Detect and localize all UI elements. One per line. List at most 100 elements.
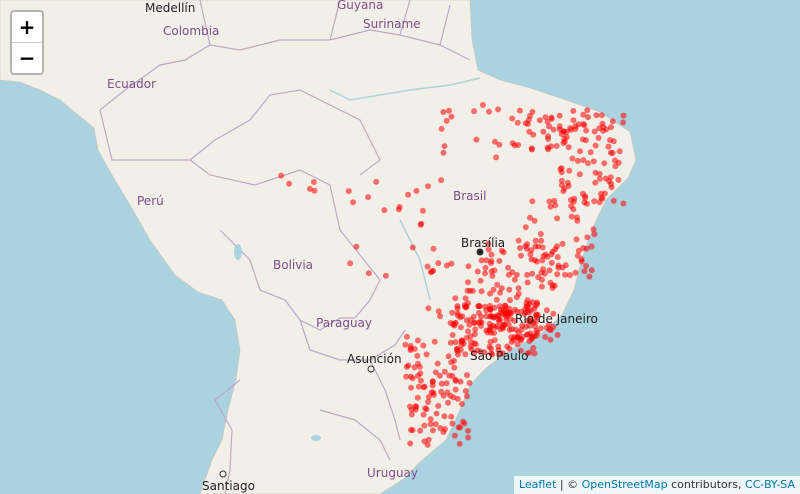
map-marker[interactable] xyxy=(491,267,498,274)
map-marker[interactable] xyxy=(456,440,463,447)
map-marker[interactable] xyxy=(478,288,485,295)
map-marker[interactable] xyxy=(486,108,492,115)
map-marker[interactable] xyxy=(424,263,431,270)
map-marker[interactable] xyxy=(435,260,442,267)
map-marker[interactable] xyxy=(590,226,597,233)
map-marker[interactable] xyxy=(610,197,617,204)
map-marker[interactable] xyxy=(489,351,495,358)
map-marker[interactable] xyxy=(457,378,464,385)
map-marker[interactable] xyxy=(457,346,464,353)
map-marker[interactable] xyxy=(550,310,557,317)
map-marker[interactable] xyxy=(462,295,469,302)
map-marker[interactable] xyxy=(551,282,558,289)
map-marker[interactable] xyxy=(538,237,545,244)
map-marker[interactable] xyxy=(522,306,529,312)
map-marker[interactable] xyxy=(441,413,448,420)
map-marker[interactable] xyxy=(437,313,444,320)
map-marker[interactable] xyxy=(592,179,599,186)
map-marker[interactable] xyxy=(434,360,441,367)
map-marker[interactable] xyxy=(488,258,495,264)
map-marker[interactable] xyxy=(561,135,568,142)
map-marker[interactable] xyxy=(438,177,445,184)
map-marker[interactable] xyxy=(418,220,425,227)
map-marker[interactable] xyxy=(562,262,569,269)
map-marker[interactable] xyxy=(475,310,482,316)
map-marker[interactable] xyxy=(464,393,470,400)
map-marker[interactable] xyxy=(452,339,459,346)
map-marker[interactable] xyxy=(467,343,474,350)
map-marker[interactable] xyxy=(440,392,447,399)
map-marker[interactable] xyxy=(598,112,605,119)
map-marker[interactable] xyxy=(459,401,465,407)
map-marker[interactable] xyxy=(440,429,447,435)
map-marker[interactable] xyxy=(488,251,495,258)
map-marker[interactable] xyxy=(538,276,545,283)
map-marker[interactable] xyxy=(402,341,409,348)
map-marker[interactable] xyxy=(536,117,543,124)
map-marker[interactable] xyxy=(556,112,563,119)
map-marker[interactable] xyxy=(405,362,412,369)
map-marker[interactable] xyxy=(537,231,544,237)
map-marker[interactable] xyxy=(581,268,588,275)
map-marker[interactable] xyxy=(574,214,580,221)
map-marker[interactable] xyxy=(592,169,599,176)
map-marker[interactable] xyxy=(504,343,511,350)
map-marker[interactable] xyxy=(448,260,455,267)
map-marker[interactable] xyxy=(491,138,498,145)
map-marker[interactable] xyxy=(403,373,410,380)
map-marker[interactable] xyxy=(547,336,554,343)
map-marker[interactable] xyxy=(588,243,595,250)
map-marker[interactable] xyxy=(537,325,544,332)
map-marker[interactable] xyxy=(425,305,432,312)
map-marker[interactable] xyxy=(496,258,503,264)
map-marker[interactable] xyxy=(514,119,521,126)
map-marker[interactable] xyxy=(498,247,505,254)
map-marker[interactable] xyxy=(491,337,498,344)
map-marker[interactable] xyxy=(528,256,535,263)
map-marker[interactable] xyxy=(511,306,518,313)
map-marker[interactable] xyxy=(515,237,522,244)
map-marker[interactable] xyxy=(286,180,293,187)
map-marker[interactable] xyxy=(542,114,549,121)
map-marker[interactable] xyxy=(554,254,561,261)
map-marker[interactable] xyxy=(526,349,533,356)
map-marker[interactable] xyxy=(471,319,478,326)
map-marker[interactable] xyxy=(538,283,545,290)
map-marker[interactable] xyxy=(481,349,488,356)
map-marker[interactable] xyxy=(505,271,512,278)
map-marker[interactable] xyxy=(423,351,430,358)
map-marker[interactable] xyxy=(419,207,426,214)
map-marker[interactable] xyxy=(570,108,577,114)
map-marker[interactable] xyxy=(381,207,388,214)
map-marker[interactable] xyxy=(466,380,473,386)
map-marker[interactable] xyxy=(483,257,490,264)
map-marker[interactable] xyxy=(559,240,566,247)
map-marker[interactable] xyxy=(516,107,523,114)
map-marker[interactable] xyxy=(495,106,502,113)
map-marker[interactable] xyxy=(526,128,533,135)
map-marker[interactable] xyxy=(522,224,529,231)
map-marker[interactable] xyxy=(544,253,551,260)
map-marker[interactable] xyxy=(583,262,590,269)
map-marker[interactable] xyxy=(546,267,553,274)
map-marker[interactable] xyxy=(572,269,579,276)
map-marker[interactable] xyxy=(493,296,500,303)
map-marker[interactable] xyxy=(533,314,540,321)
map-marker[interactable] xyxy=(431,338,438,345)
map-marker[interactable] xyxy=(310,179,317,185)
map-marker[interactable] xyxy=(547,279,554,286)
map-marker[interactable] xyxy=(620,200,627,207)
map-marker[interactable] xyxy=(425,436,432,443)
map-marker[interactable] xyxy=(472,326,479,333)
map-marker[interactable] xyxy=(497,289,503,296)
map-marker[interactable] xyxy=(457,424,464,431)
map-marker[interactable] xyxy=(415,383,422,390)
map-marker[interactable] xyxy=(408,384,415,391)
map-marker[interactable] xyxy=(479,102,486,108)
map-marker[interactable] xyxy=(405,191,412,198)
map-marker[interactable] xyxy=(447,392,454,399)
map-marker[interactable] xyxy=(473,136,480,143)
map-marker[interactable] xyxy=(585,114,591,121)
map-marker[interactable] xyxy=(435,308,442,315)
map-marker[interactable] xyxy=(454,395,461,402)
